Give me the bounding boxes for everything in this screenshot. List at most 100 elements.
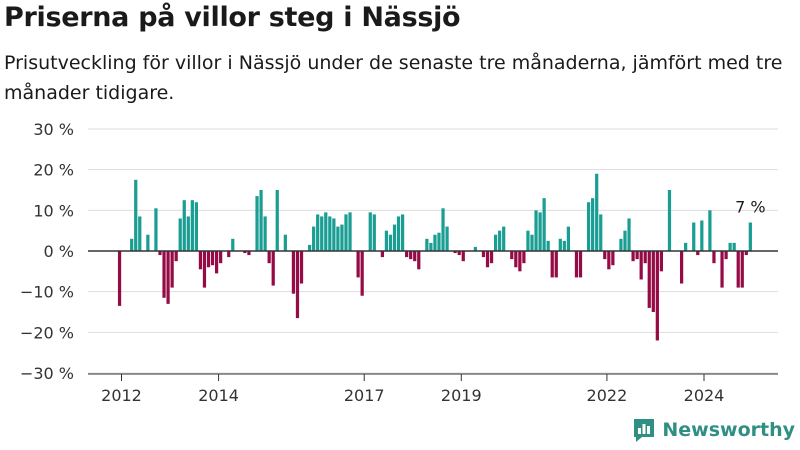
bar <box>186 216 190 251</box>
bar <box>340 224 344 251</box>
bar <box>643 251 647 264</box>
x-tick-label: 2012 <box>101 386 142 405</box>
bar <box>170 251 174 288</box>
bar <box>388 234 393 251</box>
page-subtitle: Prisutveckling för villor i Nässjö under… <box>4 52 783 104</box>
bar <box>562 240 566 251</box>
bar <box>619 238 623 251</box>
bar <box>574 251 579 278</box>
bar-chart-logo-icon <box>634 419 655 442</box>
bar <box>708 210 712 251</box>
bar <box>162 251 166 298</box>
y-tick-label: 30 % <box>33 120 74 139</box>
bar <box>380 251 384 258</box>
bar <box>647 251 651 308</box>
bars <box>117 173 752 341</box>
bar <box>493 234 498 251</box>
bar <box>566 226 570 251</box>
bar <box>146 234 150 251</box>
x-tick-label: 2017 <box>344 386 385 405</box>
bar <box>558 238 562 251</box>
bar <box>291 251 296 294</box>
bar <box>679 251 684 284</box>
bar <box>210 251 215 266</box>
bar <box>328 216 332 251</box>
bar <box>538 212 542 251</box>
bar <box>263 216 267 251</box>
bar <box>635 251 639 260</box>
y-tick-label: −10 % <box>20 283 74 302</box>
bar <box>392 224 397 251</box>
bar <box>736 251 740 288</box>
bar <box>174 251 178 262</box>
bar <box>655 251 659 341</box>
bar <box>603 251 607 260</box>
bar <box>437 232 441 251</box>
bar <box>227 251 231 258</box>
bar <box>429 242 433 251</box>
bar <box>295 251 300 319</box>
bar <box>534 210 538 251</box>
brand-logo: Newsworthy <box>632 415 795 445</box>
bar <box>631 251 635 262</box>
x-tick-label: 2024 <box>684 386 725 405</box>
bar <box>623 230 627 251</box>
bar <box>400 214 405 251</box>
bar <box>514 251 518 268</box>
bar <box>489 251 494 264</box>
bar <box>255 196 259 251</box>
bar <box>158 251 162 256</box>
bar <box>667 190 672 251</box>
bar <box>627 218 631 251</box>
bar <box>271 251 275 286</box>
bar <box>134 179 138 251</box>
bar <box>578 251 583 278</box>
bar <box>542 198 546 251</box>
bar <box>498 230 502 251</box>
bar <box>639 251 643 280</box>
bar <box>425 238 429 251</box>
bar <box>453 251 457 254</box>
bar <box>219 251 223 264</box>
bar <box>138 216 142 251</box>
bar <box>461 251 465 262</box>
bar <box>283 234 287 251</box>
bar <box>554 251 558 278</box>
bar <box>320 216 324 251</box>
bar <box>530 234 534 251</box>
bar <box>243 251 247 254</box>
bar <box>586 202 591 251</box>
bar <box>481 251 486 258</box>
bar <box>194 202 198 251</box>
bar <box>396 216 401 251</box>
bar <box>728 242 732 251</box>
bar <box>231 238 235 251</box>
grid-lines <box>88 128 778 374</box>
bar <box>441 208 445 251</box>
y-tick-label: −20 % <box>20 323 74 342</box>
bar <box>433 234 437 251</box>
bar <box>591 198 595 251</box>
bar <box>324 212 328 251</box>
bar <box>275 190 279 251</box>
bar <box>409 251 413 260</box>
bar <box>546 240 550 251</box>
bar <box>684 242 688 251</box>
bar <box>485 251 490 268</box>
y-axis-labels: 30 % 20 % 10 % 0 % −10 % −20 % −30 % <box>20 120 74 383</box>
brand-name: Newsworthy <box>662 419 795 441</box>
bar <box>336 226 340 251</box>
bar <box>316 214 320 251</box>
bar <box>247 251 251 256</box>
bar <box>206 251 211 268</box>
bar <box>712 251 716 264</box>
bar <box>312 226 316 251</box>
x-tick-label: 2014 <box>198 386 239 405</box>
bar <box>384 230 389 251</box>
bar <box>267 251 271 264</box>
bar <box>473 246 477 251</box>
x-tick-label: 2019 <box>441 386 482 405</box>
bar <box>696 251 700 256</box>
bar <box>659 251 663 272</box>
bar <box>522 251 526 264</box>
